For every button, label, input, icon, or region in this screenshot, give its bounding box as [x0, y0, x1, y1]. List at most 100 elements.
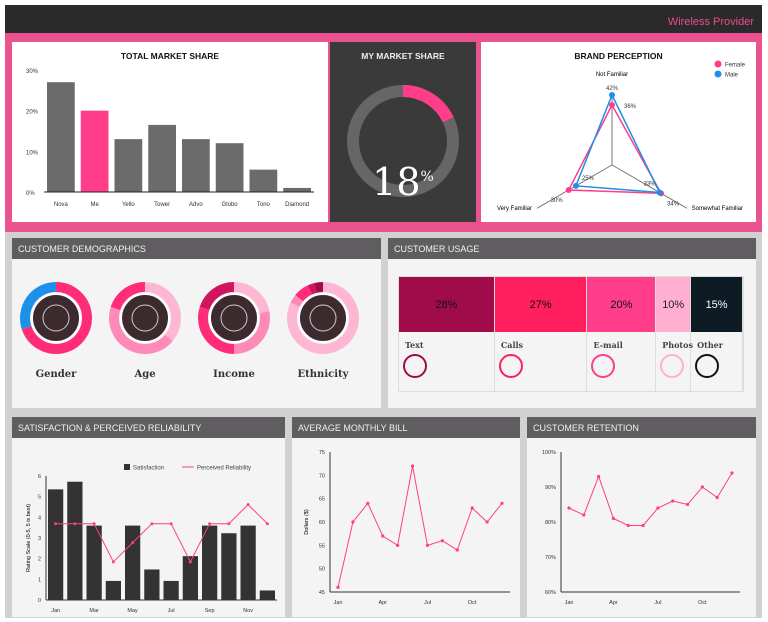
data-point — [700, 485, 704, 489]
x-tick-label: Mar — [89, 608, 99, 614]
robot-icon — [695, 354, 720, 378]
y-tick-label: 50 — [319, 567, 325, 573]
x-tick-label: Jul — [424, 600, 431, 606]
donut-segment — [198, 306, 235, 354]
usage-label: Photos — [662, 340, 693, 350]
donut-chart — [198, 282, 270, 354]
data-point — [485, 520, 489, 524]
satisfaction-chart: 0 1 2 3 4 5 6 Jan Mar May Jul Sep Nov Rating Scale (0… — [26, 464, 277, 614]
legend-marker — [714, 70, 722, 78]
panel-title: MY MARKET SHARE — [361, 51, 445, 61]
donut-chart — [287, 282, 359, 354]
legend-label: Female — [725, 63, 746, 69]
data-point — [336, 585, 340, 589]
x-tick-label: Oct — [698, 600, 707, 606]
radar-point — [565, 187, 572, 193]
people-icon — [298, 293, 348, 343]
x-tick-label: Nov — [243, 608, 253, 614]
x-tick-label: Me — [90, 202, 99, 208]
head-clock-icon — [120, 293, 170, 343]
satisfaction-bar — [240, 525, 256, 600]
x-tick-label: Diamond — [285, 202, 309, 208]
donut-segment — [21, 282, 92, 354]
reliability-line — [55, 503, 268, 563]
reliability-point — [188, 560, 192, 564]
x-tick-label: Jan — [334, 600, 343, 606]
y-tick-label: 30% — [26, 69, 39, 75]
y-tick-label: 45 — [319, 590, 325, 596]
bar — [215, 143, 244, 192]
total-market-share-panel: TOTAL MARKET SHARE 0% 10% 20% 30% Nova Me Yell… — [12, 42, 328, 222]
x-tick-label: Jan — [51, 608, 60, 614]
demographic-age: Age — [107, 280, 183, 390]
satisfaction-bar — [125, 525, 141, 600]
x-tick-label: Tower — [154, 202, 170, 208]
donut-segment — [233, 282, 270, 314]
usage-other: 15% Other — [691, 277, 743, 391]
data-point — [582, 513, 586, 517]
bill-chart: 45 50 55 60 65 70 75 Jan Apr Jul Oct Dollars ($) — [304, 450, 510, 606]
data-point — [641, 523, 645, 528]
usage-photos: 10% Photos — [656, 277, 693, 391]
bar — [47, 82, 75, 192]
satisfaction-bar — [105, 580, 121, 600]
demographic-label: Gender — [35, 369, 77, 380]
donut-segment — [199, 282, 235, 311]
usage-label: Text — [405, 340, 424, 350]
wallet-icon — [209, 293, 259, 343]
data-point — [611, 516, 616, 521]
panel-title: BRAND PERCEPTION — [574, 51, 663, 61]
y-tick-label: 60% — [545, 590, 556, 596]
donut-segment — [144, 282, 181, 341]
demographic-gender: Gender — [18, 280, 94, 390]
data-label: 34% — [667, 201, 680, 207]
x-tick-label: Nova — [54, 202, 69, 208]
donut-segment — [290, 295, 304, 308]
usage-bar: 10% — [656, 277, 691, 332]
usage-text: 28% Text — [399, 277, 495, 391]
y-axis-label: Rating Scale (0-5, 5 is best) — [26, 504, 32, 572]
y-tick-label: 20% — [26, 110, 39, 116]
satisfaction-bar — [259, 590, 275, 600]
my-market-share-panel: MY MARKET SHARE 18% — [330, 42, 476, 222]
x-tick-label: Tono — [257, 202, 271, 208]
reliability-point — [227, 522, 231, 526]
brand-perception-radar: Not Familiar Somewhat Familiar Very Famili… — [497, 60, 746, 212]
demographic-label: Age — [134, 369, 156, 380]
brand-title: Wireless Provider — [667, 16, 754, 28]
usage-label: Other — [697, 340, 723, 350]
radar-series-male — [574, 93, 661, 194]
satisfaction-bar — [48, 489, 64, 600]
data-point — [366, 501, 370, 505]
usage-bar: 15% — [691, 277, 742, 332]
data-point — [351, 520, 355, 524]
legend-marker — [124, 464, 130, 470]
data-label: 36% — [624, 104, 637, 110]
satisfaction-bar — [67, 481, 83, 600]
brand-perception-panel: BRAND PERCEPTION Not Familiar Somewhat Fa… — [481, 42, 756, 222]
donut-segment — [314, 282, 324, 293]
x-tick-label: Apr — [609, 600, 618, 606]
x-tick-label: Yello — [122, 202, 135, 208]
mail-icon — [591, 354, 616, 378]
usage-calls: 27% Calls — [494, 277, 588, 391]
top-bar: Wireless Provider — [5, 5, 762, 33]
data-point — [396, 543, 400, 547]
y-tick-label: 55 — [319, 543, 325, 549]
axis-label: Not Familiar — [596, 72, 628, 78]
data-point — [567, 506, 571, 510]
y-tick-label: 6 — [38, 474, 41, 480]
data-point — [730, 471, 734, 475]
satisfaction-bar — [182, 556, 198, 600]
y-tick-label: 0% — [26, 191, 35, 197]
usage-bar: 27% — [494, 277, 587, 332]
demographic-label: Ethnicity — [297, 369, 349, 380]
y-tick-label: 75 — [319, 450, 325, 456]
panel-title: TOTAL MARKET SHARE — [120, 51, 220, 61]
gauge-value: 18 — [372, 160, 421, 204]
data-label: 25% — [582, 176, 595, 182]
x-tick-label: Jan — [565, 600, 574, 606]
satisfaction-bar — [86, 525, 102, 600]
y-tick-label: 10% — [26, 150, 39, 156]
data-point — [470, 506, 474, 510]
